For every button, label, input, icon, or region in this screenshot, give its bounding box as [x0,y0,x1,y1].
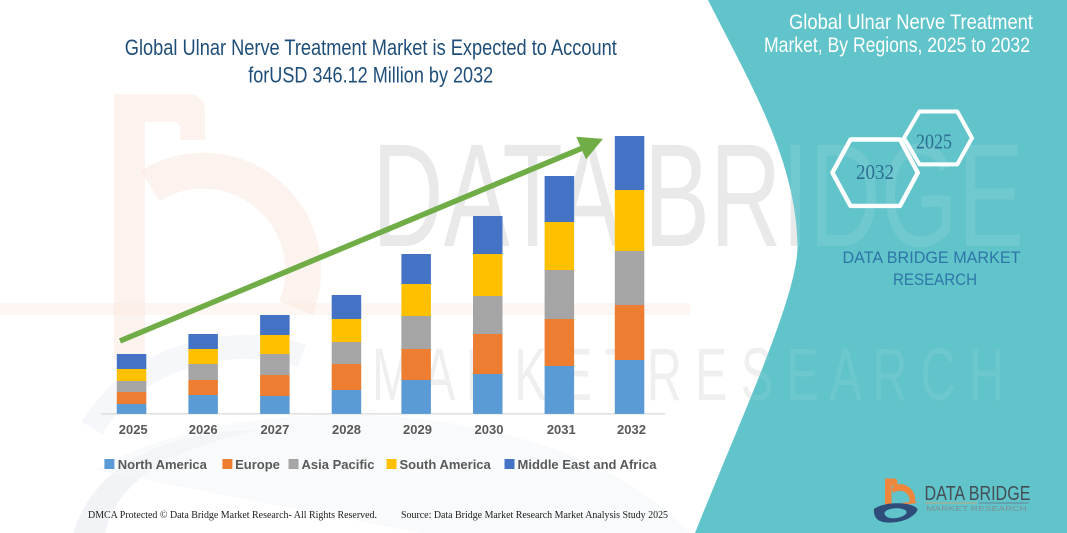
svg-text:Global Ulnar Nerve Treatment M: Global Ulnar Nerve Treatment Market is E… [125,35,617,60]
svg-text:Market, By Regions, 2025 to 20: Market, By Regions, 2025 to 2032 [764,34,1030,57]
svg-text:2030: 2030 [475,422,504,437]
svg-text:2032: 2032 [617,422,646,437]
svg-text:2025: 2025 [119,422,148,437]
svg-text:RESEARCH: RESEARCH [893,270,977,289]
svg-text:2026: 2026 [189,422,218,437]
svg-text:DATA BRIDGE MARKET: DATA BRIDGE MARKET [843,248,1021,267]
svg-text:forUSD 346.12 Million by 2032: forUSD 346.12 Million by 2032 [248,63,493,88]
svg-text:DMCA Protected © Data Bridge M: DMCA Protected © Data Bridge Market Rese… [88,510,377,521]
svg-text:Middle East and Africa: Middle East and Africa [518,457,658,472]
svg-text:DATA BRIDGE: DATA BRIDGE [925,483,1031,505]
svg-text:2027: 2027 [260,422,289,437]
svg-text:Asia Pacific: Asia Pacific [302,457,375,472]
svg-text:MARKET RESEARCH: MARKET RESEARCH [926,506,1027,513]
svg-text:2029: 2029 [403,422,432,437]
svg-text:Source: Data Bridge Market Res: Source: Data Bridge Market Research Mark… [401,510,668,521]
svg-text:2028: 2028 [332,422,361,437]
svg-text:South America: South America [400,457,492,472]
svg-text:North America: North America [118,457,208,472]
svg-text:Global Ulnar Nerve Treatment: Global Ulnar Nerve Treatment [789,11,1033,34]
svg-text:Europe: Europe [235,457,280,472]
svg-text:2031: 2031 [547,422,576,437]
svg-text:2025: 2025 [916,130,952,154]
svg-text:2032: 2032 [856,160,894,184]
